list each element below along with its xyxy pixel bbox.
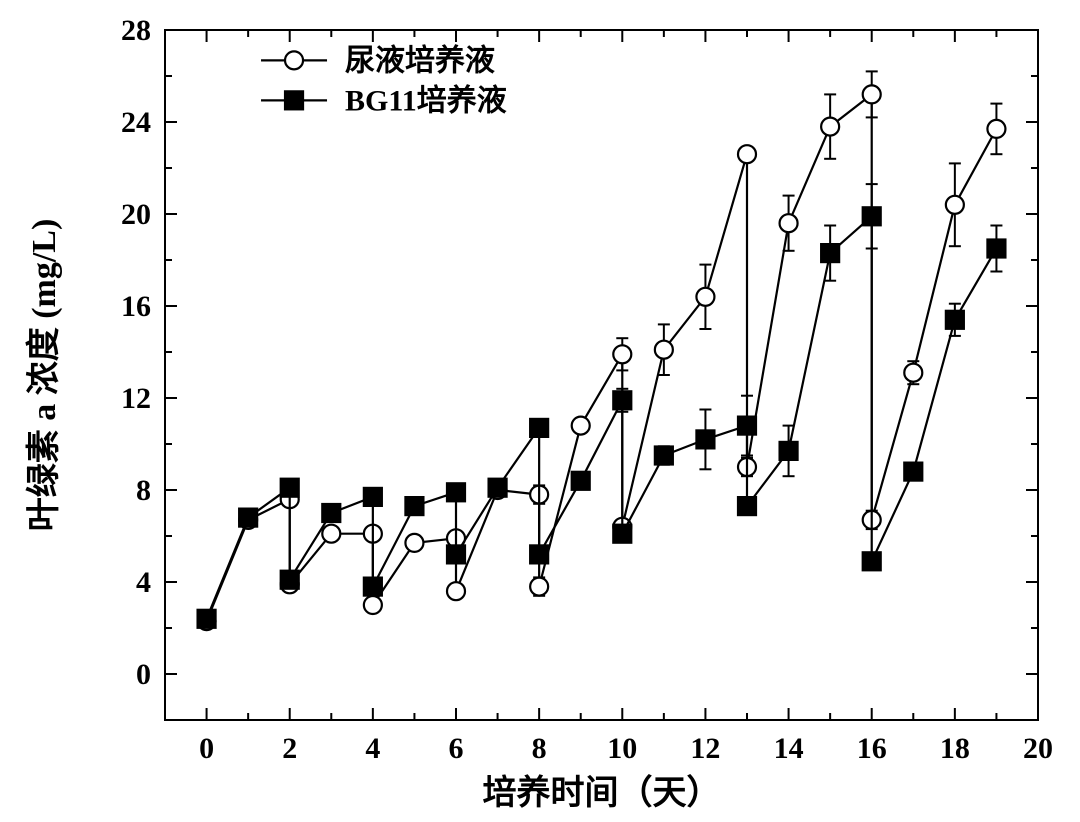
marker-circle-open xyxy=(364,596,382,614)
x-tick-label: 12 xyxy=(690,732,720,765)
marker-square-filled xyxy=(863,207,881,225)
series-0 xyxy=(198,71,1006,630)
y-axis-label: 叶绿素 a 浓度 (mg/L) xyxy=(25,219,63,532)
y-tick-label: 8 xyxy=(136,474,151,507)
marker-circle-open xyxy=(405,534,423,552)
marker-square-filled xyxy=(655,447,673,465)
y-tick-label: 16 xyxy=(121,290,151,323)
x-tick-label: 10 xyxy=(607,732,637,765)
marker-circle-open xyxy=(904,364,922,382)
marker-square-filled xyxy=(780,442,798,460)
marker-square-filled xyxy=(364,578,382,596)
chart-svg: 024681012141618200481216202428培养时间（天）叶绿素… xyxy=(0,0,1080,822)
marker-square-filled xyxy=(447,483,465,501)
marker-square-filled xyxy=(364,488,382,506)
x-axis-label: 培养时间（天） xyxy=(483,773,721,812)
marker-circle-open xyxy=(322,525,340,543)
marker-square-filled xyxy=(489,479,507,497)
marker-square-filled xyxy=(285,91,303,109)
legend-label: 尿液培养液 xyxy=(345,43,495,77)
marker-square-filled xyxy=(281,479,299,497)
x-tick-label: 0 xyxy=(199,732,214,765)
y-tick-label: 24 xyxy=(121,106,151,139)
x-tick-label: 20 xyxy=(1023,732,1053,765)
marker-circle-open xyxy=(530,578,548,596)
marker-square-filled xyxy=(239,509,257,527)
marker-circle-open xyxy=(780,214,798,232)
marker-circle-open xyxy=(821,118,839,136)
marker-circle-open xyxy=(572,417,590,435)
x-tick-label: 8 xyxy=(532,732,547,765)
marker-circle-open xyxy=(987,120,1005,138)
marker-square-filled xyxy=(613,525,631,543)
x-tick-label: 6 xyxy=(449,732,464,765)
marker-square-filled xyxy=(405,497,423,515)
marker-circle-open xyxy=(738,145,756,163)
legend: 尿液培养液 BG11培养液 xyxy=(261,43,507,117)
marker-circle-open xyxy=(613,345,631,363)
marker-square-filled xyxy=(738,497,756,515)
marker-square-filled xyxy=(987,240,1005,258)
series-1 xyxy=(198,184,1006,628)
marker-square-filled xyxy=(946,311,964,329)
marker-square-filled xyxy=(530,419,548,437)
marker-square-filled xyxy=(863,552,881,570)
marker-circle-open xyxy=(863,85,881,103)
y-tick-label: 0 xyxy=(136,658,151,691)
y-tick-label: 28 xyxy=(121,14,151,47)
chart-container: 024681012141618200481216202428培养时间（天）叶绿素… xyxy=(0,0,1080,822)
marker-square-filled xyxy=(447,545,465,563)
marker-square-filled xyxy=(738,417,756,435)
marker-square-filled xyxy=(322,504,340,522)
x-tick-label: 16 xyxy=(857,732,887,765)
y-tick-label: 20 xyxy=(121,198,151,231)
x-tick-label: 2 xyxy=(282,732,297,765)
x-tick-label: 18 xyxy=(940,732,970,765)
marker-square-filled xyxy=(198,610,216,628)
marker-square-filled xyxy=(696,430,714,448)
series-line xyxy=(207,94,997,621)
marker-square-filled xyxy=(281,571,299,589)
marker-square-filled xyxy=(904,463,922,481)
marker-circle-open xyxy=(655,341,673,359)
y-tick-label: 12 xyxy=(121,382,151,415)
x-tick-label: 4 xyxy=(365,732,380,765)
marker-circle-open xyxy=(447,582,465,600)
legend-label: BG11培养液 xyxy=(345,83,507,117)
marker-circle-open xyxy=(285,51,303,69)
y-tick-label: 4 xyxy=(136,566,151,599)
marker-square-filled xyxy=(572,472,590,490)
marker-square-filled xyxy=(613,391,631,409)
marker-square-filled xyxy=(530,545,548,563)
x-tick-label: 14 xyxy=(774,732,804,765)
marker-circle-open xyxy=(696,288,714,306)
marker-circle-open xyxy=(946,196,964,214)
marker-square-filled xyxy=(821,244,839,262)
